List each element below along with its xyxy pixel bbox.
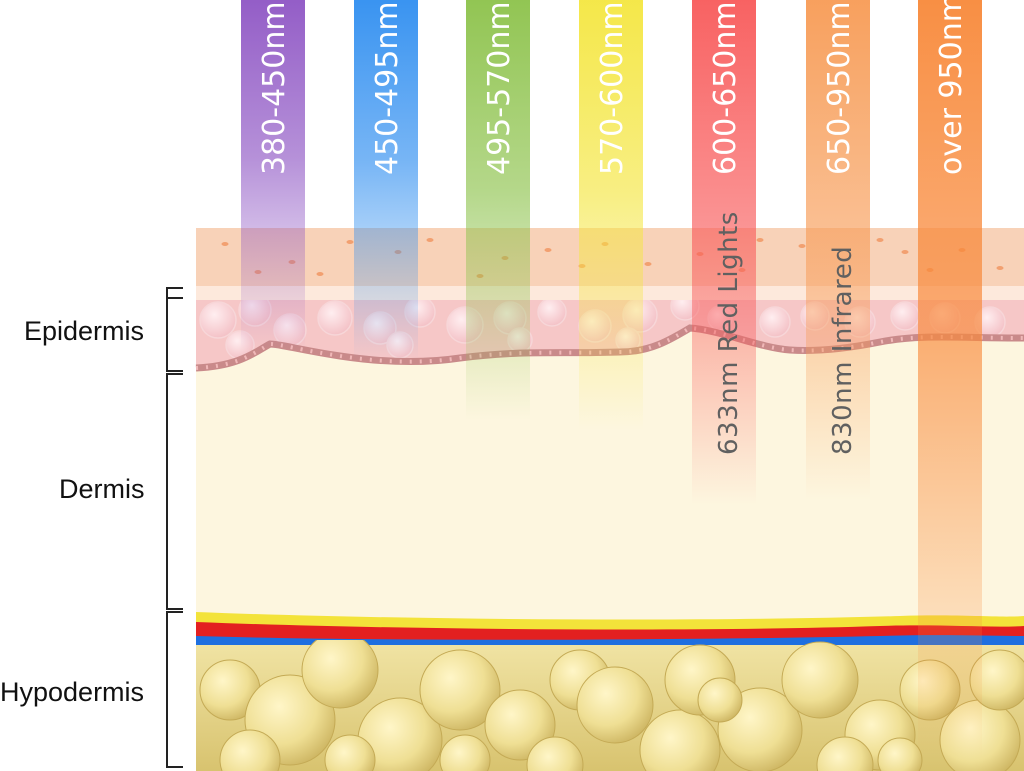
- band-column: [241, 0, 305, 350]
- epidermis-cell: [317, 300, 353, 336]
- epidermis-cell: [199, 301, 237, 339]
- epidermis-cell: [890, 301, 920, 331]
- label-epidermis: Epidermis: [24, 316, 144, 346]
- fat-cell: [816, 736, 874, 771]
- stratum-dot: [798, 244, 806, 248]
- band-650-950nm: 650-950nm: [806, 0, 870, 500]
- band-450-495nm: 450-495nm: [354, 0, 418, 360]
- band-column: [466, 0, 530, 420]
- stratum-dot: [316, 272, 324, 276]
- band-label: 450-495nm: [370, 1, 405, 175]
- stratum-dot: [876, 238, 884, 242]
- artery-band: [196, 622, 1024, 643]
- band-label: over 950nm: [934, 0, 969, 175]
- band-495-570nm: 495-570nm: [466, 0, 530, 420]
- annotation-633nm: 633nm Red Lights: [714, 211, 744, 455]
- stratum-dot: [901, 250, 909, 254]
- band-column: [354, 0, 418, 360]
- stratum-dot: [426, 238, 434, 242]
- fat-cell: [484, 689, 556, 761]
- stratum-dot: [221, 242, 229, 246]
- fat-cell: [439, 734, 491, 771]
- band-600-650nm: 600-650nm: [692, 0, 756, 505]
- stratum-dot: [644, 262, 652, 266]
- epidermis-cell: [759, 306, 791, 338]
- wavelength-bands: 380-450nm 450-495nm 495-570nm 570-600nm 600-…: [241, 0, 982, 760]
- fat-cell: [781, 641, 859, 719]
- fat-cell: [639, 709, 721, 771]
- band-column: [806, 0, 870, 500]
- bracket-dermis: [166, 373, 183, 610]
- annotation-830nm: 830nm Infrared: [828, 246, 858, 455]
- stratum-dot: [544, 248, 552, 252]
- fat-cell: [324, 734, 376, 771]
- band-label: 495-570nm: [482, 1, 517, 175]
- bracket-epidermis: [166, 287, 183, 372]
- fat-cell: [219, 729, 281, 771]
- band-over-950nm: over 950nm: [918, 0, 982, 760]
- band-380-450nm: 380-450nm: [241, 0, 305, 350]
- fat-cell: [697, 677, 743, 723]
- stratum-dot: [346, 240, 354, 244]
- label-dermis: Dermis: [59, 474, 145, 504]
- fat-cell: [301, 640, 379, 709]
- fat-cell: [526, 736, 584, 771]
- epidermis-cell: [537, 300, 567, 327]
- layer-brackets: [166, 287, 183, 768]
- fat-cell: [419, 649, 501, 731]
- band-label: 570-600nm: [595, 1, 630, 175]
- label-hypodermis: Hypodermis: [0, 677, 144, 707]
- bracket-hypodermis: [166, 611, 183, 768]
- band-label: 380-450nm: [257, 1, 292, 175]
- band-column: [579, 0, 643, 430]
- band-570-600nm: 570-600nm: [579, 0, 643, 430]
- fat-cell: [576, 666, 654, 744]
- stratum-dot: [996, 266, 1004, 270]
- stratum-dot: [756, 238, 764, 242]
- band-label: 600-650nm: [708, 1, 743, 175]
- band-label: 650-950nm: [822, 1, 857, 175]
- band-column: [692, 0, 756, 505]
- band-column: [918, 0, 982, 760]
